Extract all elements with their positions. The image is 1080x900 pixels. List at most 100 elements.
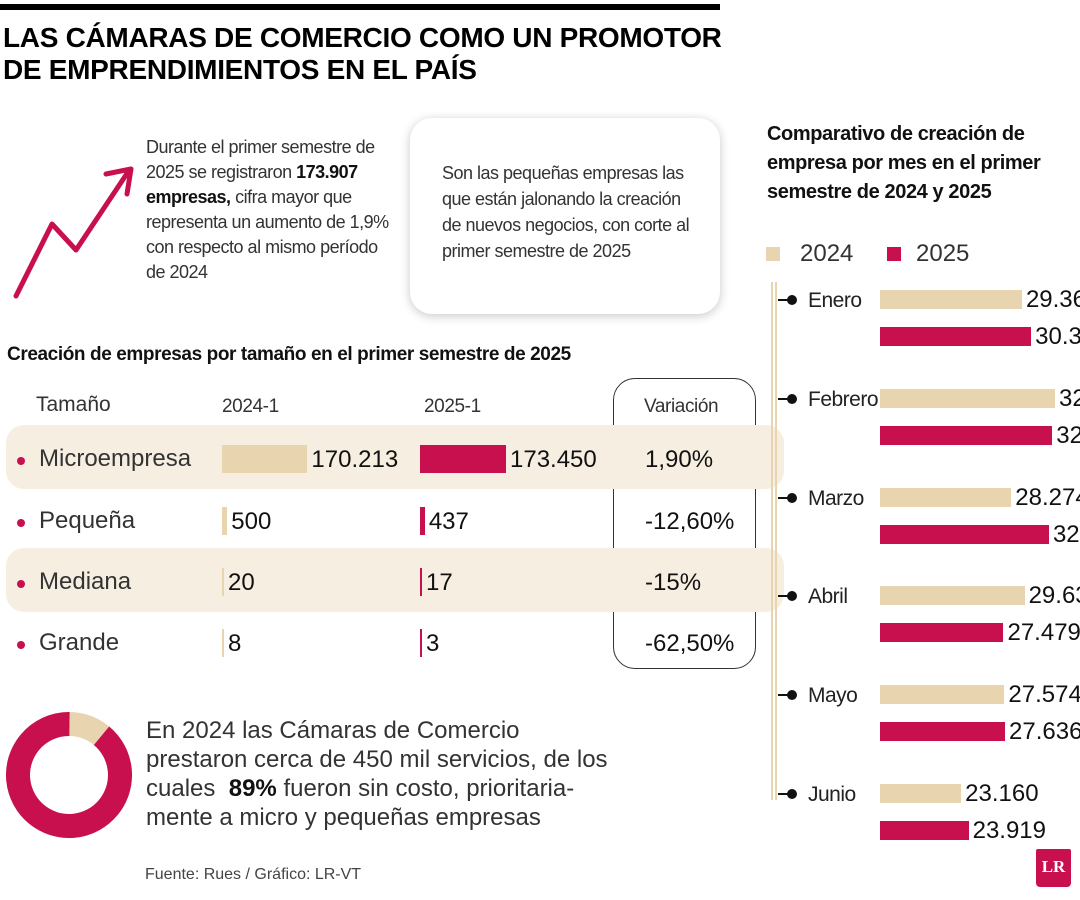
timeline-dot: [787, 492, 797, 503]
month-label-enero: Enero: [808, 289, 862, 312]
month-bar-2024-4: [880, 685, 1005, 705]
size-label-pequeña: Pequeña: [39, 507, 136, 534]
bar-2025-2: [420, 568, 422, 596]
month-bar-2024-0: [880, 290, 1022, 309]
month-bar-2025-1: [880, 425, 1053, 445]
timeline-tick: [778, 299, 790, 301]
timeline-dot: [787, 295, 797, 305]
donut-text: En 2024 las Cámaras de Comercio prestaro…: [146, 716, 626, 832]
intro-part-2: cifra mayor que representa un aumento de…: [146, 187, 389, 282]
month-value-2025-0: 30.303: [1035, 323, 1080, 350]
bar-2025-3: [420, 629, 422, 657]
value-2024-1: 500: [231, 508, 272, 535]
top-rule: [0, 4, 720, 10]
source-credit: Fuente: Rues / Gráfico: LR-VT: [145, 866, 362, 883]
value-2024-0: 170.213: [311, 446, 399, 473]
value-2024-3: 8: [228, 630, 242, 657]
row-bullet: [17, 580, 25, 588]
month-bar-2025-0: [880, 327, 1032, 346]
month-value-2024-0: 29.361: [1025, 286, 1080, 313]
timeline-tick: [778, 694, 790, 697]
timeline-dot: [787, 789, 797, 799]
month-bar-2024-5: [880, 784, 962, 803]
bar-2025-0: [420, 445, 506, 473]
intro-text: Durante el primer semestre de 2025 se re…: [146, 135, 401, 285]
bar-2024-0: [222, 445, 308, 473]
timeline-axis: [771, 282, 777, 800]
table-row-bg: [6, 548, 784, 612]
donut-part-1: En 2024 las Cámaras de Comercio prestaro…: [146, 717, 608, 802]
title-line-1: LAS CÁMARAS DE COMERCIO COMO UN PROMOTOR: [3, 22, 722, 53]
lr-logo: LR: [1036, 849, 1071, 887]
timeline-dot: [787, 393, 797, 404]
month-label-junio: Junio: [808, 783, 856, 806]
row-bullet: [17, 641, 25, 649]
header-variation: Variación: [644, 396, 719, 417]
callout-box: Son las pequeñas empresas las que están …: [410, 118, 720, 314]
intro-highlight: 173.907 empresas,: [146, 162, 358, 207]
value-2025-0: 173.450: [510, 446, 597, 473]
legend-2025-swatch: [887, 247, 901, 261]
size-chart-title: Creación de empresas por tamaño en el pr…: [7, 344, 571, 365]
donut-highlight: 89%: [228, 775, 277, 802]
month-value-2025-5: 23.919: [972, 817, 1046, 844]
month-value-2024-2: 28.274: [1015, 483, 1080, 511]
bar-2024-3: [222, 629, 224, 657]
size-label-microempresa: Microempresa: [39, 445, 192, 472]
timeline-tick: [778, 595, 790, 598]
month-bar-2025-2: [880, 524, 1049, 544]
timeline-tick: [778, 397, 790, 400]
legend-2024-label: 2024: [800, 240, 854, 267]
variation-0: 1,90%: [645, 446, 714, 473]
month-value-2025-1: 32.451: [1056, 421, 1080, 449]
table-row-bg: [6, 425, 784, 489]
timeline-tick: [778, 793, 790, 795]
value-2024-2: 20: [228, 569, 255, 596]
bar-2025-1: [420, 507, 425, 535]
month-bar-2024-1: [880, 388, 1056, 408]
month-value-2025-3: 27.479: [1007, 619, 1080, 647]
month-value-2024-1: 32.740: [1059, 384, 1080, 412]
month-value-2025-4: 27.636: [1009, 718, 1080, 746]
bar-2024-2: [222, 568, 224, 596]
month-value-2024-4: 27.574: [1008, 681, 1080, 709]
bar-2024-1: [222, 507, 228, 535]
size-label-mediana: Mediana: [39, 568, 132, 595]
month-bar-2025-3: [880, 623, 1004, 643]
header-2025: 2025-1: [424, 396, 481, 417]
month-value-2024-3: 29.632: [1028, 582, 1080, 610]
timeline-dot: [787, 591, 797, 602]
donut-part-2: fueron sin costo, prioritaria-mente a mi…: [146, 775, 575, 831]
page-title: LAS CÁMARAS DE COMERCIO COMO UN PROMOTOR…: [3, 22, 722, 86]
variation-frame: [613, 378, 756, 669]
monthly-chart-title: Comparativo de creación de empresa por m…: [767, 123, 1041, 203]
month-bar-2025-5: [880, 821, 969, 840]
donut-segment-89: [6, 712, 132, 838]
timeline-tick: [778, 496, 790, 499]
header-2024: 2024-1: [222, 396, 279, 417]
month-value-2024-5: 23.160: [965, 780, 1039, 807]
month-value-2025-2: 32.119: [1052, 520, 1080, 548]
month-bar-2024-2: [880, 487, 1012, 507]
size-label-grande: Grande: [39, 629, 120, 656]
month-bar-2024-3: [880, 586, 1025, 606]
legend-2024-swatch: [766, 247, 780, 261]
intro-part-1: Durante el primer semestre de 2025 se re…: [146, 137, 375, 182]
month-label-febrero: Febrero: [808, 387, 879, 411]
trend-up-icon: [13, 166, 134, 299]
month-label-marzo: Marzo: [808, 486, 864, 510]
timeline-dot: [787, 690, 797, 701]
value-2025-3: 3: [426, 630, 440, 657]
month-bar-2025-4: [880, 722, 1006, 742]
legend-2025-label: 2025: [916, 240, 970, 267]
month-label-mayo: Mayo: [808, 684, 858, 708]
title-line-2: DE EMPRENDIMIENTOS EN EL PAÍS: [3, 54, 477, 85]
variation-3: -62,50%: [645, 630, 735, 657]
value-2025-1: 437: [428, 508, 469, 535]
value-2025-2: 17: [426, 569, 453, 596]
row-bullet: [17, 519, 25, 527]
variation-2: -15%: [645, 569, 702, 596]
donut-chart: [6, 712, 132, 838]
header-size: Tamaño: [36, 393, 111, 416]
variation-1: -12,60%: [645, 508, 735, 535]
